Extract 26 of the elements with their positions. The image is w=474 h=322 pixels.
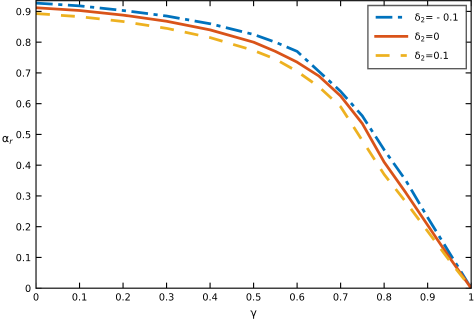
y-tick-label: 0.8 <box>16 38 30 46</box>
y-tick-label: 0.1 <box>16 254 30 262</box>
y-tick-label: 0.7 <box>16 69 30 77</box>
y-tick-label: 0.9 <box>16 8 30 16</box>
y-tick-label: 0.5 <box>16 130 30 138</box>
legend-label: δ$_{2}$=0.1 <box>415 52 448 60</box>
x-tick-label: 1 <box>469 293 474 300</box>
y-axis-title: α$_{r}$ <box>2 136 13 144</box>
y-tick-label: 0.3 <box>16 192 30 200</box>
legend-label: δ$_{2}$= - 0.1 <box>415 13 458 22</box>
x-tick-label: 0 <box>34 293 38 301</box>
x-tick-label: 0.9 <box>420 293 435 301</box>
y-tick-label: 0.6 <box>16 100 31 108</box>
x-tick-label: 0.1 <box>72 293 86 301</box>
y-tick-label: 0.2 <box>16 223 30 231</box>
x-tick-label: 0.8 <box>377 293 392 301</box>
x-tick-label: 0.5 <box>246 293 260 301</box>
x-tick-label: 0.4 <box>202 293 218 301</box>
x-tick-label: 0.3 <box>159 293 174 301</box>
x-tick-label: 0.2 <box>116 293 130 301</box>
x-tick-label: 0.7 <box>334 293 348 301</box>
x-axis-title: γ <box>250 310 257 319</box>
y-tick-label: 0.4 <box>16 162 31 170</box>
legend-label: δ$_{2}$=0 <box>415 32 439 42</box>
x-tick-label: 0.6 <box>290 293 304 301</box>
y-tick-label: 0 <box>26 284 31 292</box>
